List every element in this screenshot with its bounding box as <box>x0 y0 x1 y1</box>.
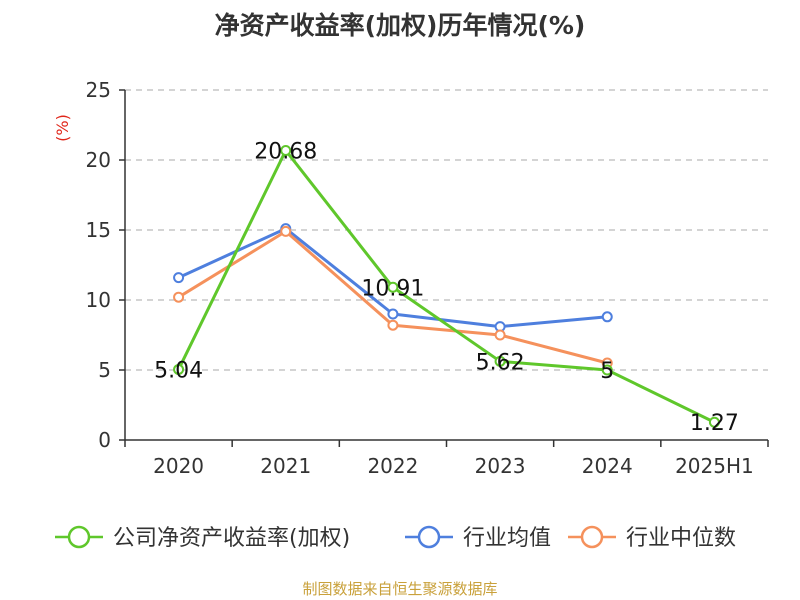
series-0-point-2020 <box>173 363 185 375</box>
y-tick-label-20: 20 <box>86 148 111 172</box>
series-1-point-2022 <box>387 308 399 320</box>
axes: 0 5 10 15 20 25 2020 2021 2022 2023 2024 2025H1 <box>86 78 769 478</box>
data-label-2021: 20.68 <box>254 139 317 164</box>
series-2-point-2023 <box>494 329 506 341</box>
data-label-2022: 10.91 <box>361 276 424 301</box>
x-tick-label-2023: 2023 <box>475 454 526 478</box>
data-labels: 5.04 20.68 10.91 5.62 5 1.27 <box>154 139 739 436</box>
legend-marker-1 <box>417 525 441 549</box>
legend-item-0[interactable]: 公司净资产收益率(加权) <box>55 525 350 551</box>
y-tick-label-5: 5 <box>98 358 111 382</box>
series-0-point-2024 <box>601 364 613 376</box>
x-tick-label-2025H1: 2025H1 <box>675 454 754 478</box>
legend-marker-0 <box>67 525 91 549</box>
data-label-2023: 5.62 <box>476 350 525 375</box>
legend-label-0: 公司净资产收益率(加权) <box>113 526 350 551</box>
y-tick-label-0: 0 <box>98 428 111 452</box>
legend[interactable]: 公司净资产收益率(加权) 行业均值 行业中位数 <box>55 525 736 551</box>
series-2-point-2022 <box>387 319 399 331</box>
series-1-point-2020 <box>173 272 185 284</box>
legend-marker-2 <box>580 525 604 549</box>
y-tick-label-25: 25 <box>86 78 111 102</box>
chart-title: 净资产收益率(加权)历年情况(%) <box>214 11 586 40</box>
series-0-point-2025H1 <box>708 416 720 428</box>
legend-label-1: 行业均值 <box>463 526 551 551</box>
x-tick-label-2024: 2024 <box>582 454 633 478</box>
legend-item-2[interactable]: 行业中位数 <box>568 525 736 551</box>
series-0-point-2023 <box>494 355 506 367</box>
data-label-2025H1: 1.27 <box>690 411 739 436</box>
gridlines <box>125 89 768 371</box>
y-tick-label-15: 15 <box>86 218 111 242</box>
y-tick-label-10: 10 <box>86 288 111 312</box>
legend-label-2: 行业中位数 <box>626 526 736 551</box>
x-tick-label-2020: 2020 <box>153 454 204 478</box>
series-2-point-2021 <box>280 225 292 237</box>
y-axis-label: (%) <box>53 114 72 142</box>
series-0-point-2021 <box>280 144 292 156</box>
series-line-0 <box>177 148 716 424</box>
data-label-2020: 5.04 <box>154 358 203 383</box>
legend-item-1[interactable]: 行业均值 <box>405 525 551 551</box>
x-tick-label-2021: 2021 <box>260 454 311 478</box>
x-tick-label-2022: 2022 <box>367 454 418 478</box>
series-2-point-2020 <box>173 291 185 303</box>
series-0-point-2022 <box>387 281 399 293</box>
series-1-point-2024 <box>601 311 613 323</box>
source-note: 制图数据来自恒生聚源数据库 <box>302 580 498 598</box>
data-label-2024: 5 <box>600 359 614 384</box>
series-group <box>173 144 720 428</box>
